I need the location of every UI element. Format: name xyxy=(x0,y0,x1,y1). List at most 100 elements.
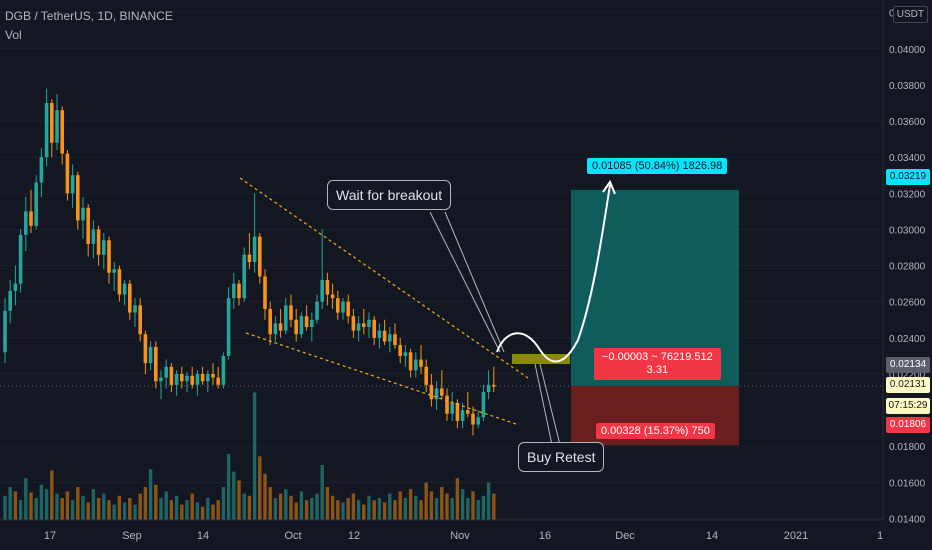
candle-body xyxy=(341,301,345,313)
price-axis-label: 0.01400 xyxy=(889,515,926,526)
pnl-line-2: 3.31 xyxy=(646,364,669,376)
candle-body xyxy=(117,269,122,295)
projected-path-arrowhead xyxy=(602,179,616,195)
candle-body xyxy=(3,310,7,353)
candle-body xyxy=(96,229,101,255)
candle-body xyxy=(367,319,371,328)
volume-bar xyxy=(169,500,174,520)
candle-body xyxy=(86,207,90,244)
price-axis-label: 0.03200 xyxy=(889,189,926,200)
candle-body xyxy=(39,157,44,183)
volume-bar xyxy=(320,465,324,520)
volume-bar xyxy=(174,495,179,520)
volume-bar xyxy=(268,487,272,520)
volume-bar xyxy=(460,489,465,520)
candle-body xyxy=(414,359,418,371)
price-axis-label: 0.02600 xyxy=(889,298,926,309)
symbol-title[interactable]: DGB / TetherUS, 1D, BINANCE xyxy=(5,9,173,23)
candle-body xyxy=(159,377,163,382)
candlesticks xyxy=(3,88,496,436)
candle-body xyxy=(143,334,148,364)
price-axis-label: 0.03000 xyxy=(889,225,926,236)
volume-bar xyxy=(351,493,356,520)
candle-body xyxy=(382,330,387,342)
candle-body xyxy=(481,392,486,418)
volume-indicator-label[interactable]: Vol xyxy=(5,28,22,42)
candle-body xyxy=(377,330,382,338)
candle-body xyxy=(107,240,111,273)
volume-bar xyxy=(341,502,345,520)
pnl-label[interactable]: −0.00003 ~ 76219.512 3.31 xyxy=(594,348,721,380)
candle-body xyxy=(325,280,330,295)
volume-bar xyxy=(424,482,428,520)
candle-body xyxy=(294,319,298,335)
volume-bar xyxy=(44,489,49,520)
candle-body xyxy=(268,308,272,335)
price-axis-label: 0.03800 xyxy=(889,81,926,92)
candle-body xyxy=(169,366,174,385)
candle-body xyxy=(263,276,267,309)
wait-for-breakout-callout[interactable]: Wait for breakout xyxy=(327,180,452,210)
volume-bar xyxy=(200,506,205,520)
price-axis-label: 0.02400 xyxy=(889,334,926,345)
volume-bars xyxy=(3,392,496,520)
candle-body xyxy=(273,323,278,335)
candle-body xyxy=(226,298,231,356)
candle-body xyxy=(8,290,12,311)
volume-bar xyxy=(471,491,475,520)
volume-bar xyxy=(133,504,137,520)
buy-retest-callout[interactable]: Buy Retest xyxy=(518,442,605,472)
target-price-tag: 0.03219 xyxy=(886,169,930,185)
breakout-callout-pointer xyxy=(429,211,505,353)
candle-body xyxy=(351,316,356,331)
volume-bar xyxy=(325,487,330,520)
candle-body xyxy=(24,211,28,235)
candle-body xyxy=(18,234,23,284)
candle-body xyxy=(471,413,475,425)
candle-body xyxy=(221,355,226,385)
volume-bar xyxy=(273,498,278,520)
candle-body xyxy=(200,373,205,382)
price-axis[interactable]: 0.042000.040000.038000.036000.034000.032… xyxy=(889,9,926,526)
candle-body xyxy=(299,316,304,335)
candle-body xyxy=(122,283,127,295)
volume-bar xyxy=(445,493,449,520)
candle-body xyxy=(284,305,288,331)
candle-body xyxy=(128,283,132,313)
candle-body xyxy=(320,280,324,302)
volume-bar xyxy=(393,500,397,520)
currency-badge[interactable]: USDT xyxy=(892,6,928,23)
volume-bar xyxy=(60,498,64,520)
candle-body xyxy=(492,384,496,387)
volume-bar xyxy=(164,491,168,520)
volume-bar xyxy=(143,487,148,520)
candle-body xyxy=(138,305,142,335)
candle-body xyxy=(252,236,257,262)
time-axis-label: 12 xyxy=(347,530,361,542)
volume-bar xyxy=(190,493,194,520)
volume-bar xyxy=(372,500,376,520)
candle-body xyxy=(185,375,189,382)
candle-body xyxy=(486,384,491,393)
price-axis-label: 0.02800 xyxy=(889,262,926,273)
volume-bar xyxy=(263,473,267,520)
candle-body xyxy=(258,236,262,277)
volume-bar xyxy=(159,498,163,520)
volume-bar xyxy=(39,484,44,520)
candle-body xyxy=(393,334,397,346)
candle-body xyxy=(419,359,423,367)
price-axis-label: 0.01600 xyxy=(889,478,926,489)
candle-body xyxy=(76,175,80,221)
candle-body xyxy=(195,373,200,385)
time-axis-label: 16 xyxy=(538,530,552,542)
price-axis-label: 0.02200 xyxy=(889,370,926,381)
volume-bar xyxy=(414,495,418,520)
volume-bar xyxy=(408,489,413,520)
volume-bar xyxy=(128,498,132,520)
target-label[interactable]: 0.01085 (50.84%) 1826.98 xyxy=(587,158,728,174)
volume-bar xyxy=(24,478,28,520)
stop-label[interactable]: 0.00328 (15.37%) 750 xyxy=(596,423,715,439)
candle-body xyxy=(154,346,158,382)
